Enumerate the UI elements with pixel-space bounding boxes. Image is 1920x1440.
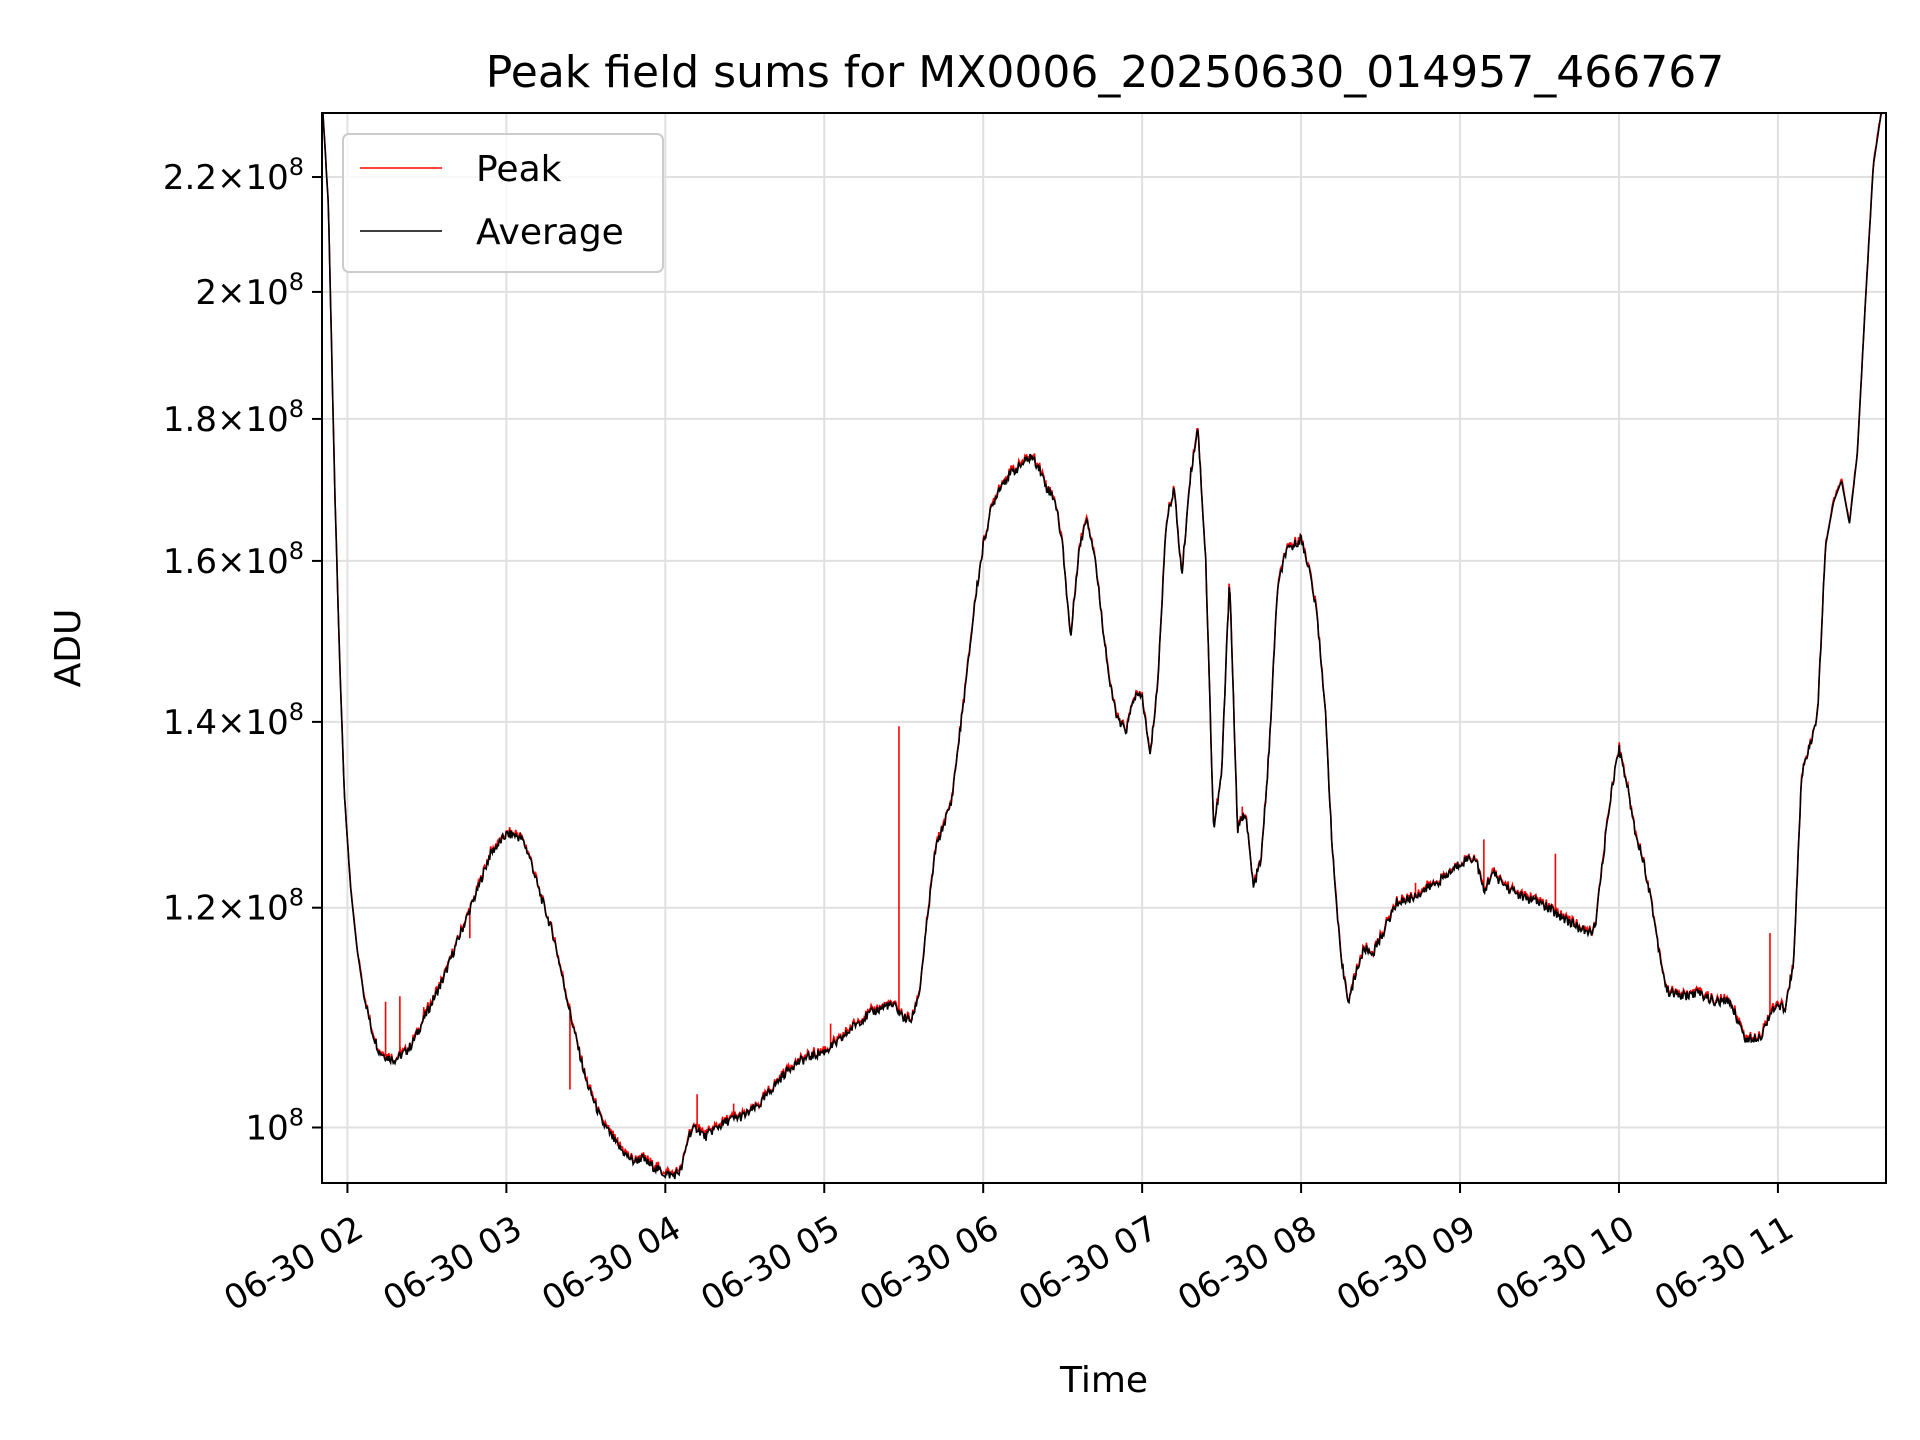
grid-layer [322, 113, 1886, 1183]
x-axis-title: Time [1059, 1360, 1148, 1401]
y-tick-label: 1.8×108 [163, 395, 304, 440]
y-tick-label: 1.4×108 [163, 698, 304, 743]
legend-label-average: Average [476, 212, 624, 253]
y-tick-label: 1.2×108 [163, 884, 304, 929]
legend: Peak Average [342, 133, 664, 273]
series-layer [322, 113, 1886, 1180]
series-line-average [322, 113, 1886, 1180]
y-tick-label: 1.6×108 [163, 537, 304, 582]
y-tick-label: 2.2×108 [163, 153, 304, 198]
plot-frame [321, 112, 1887, 1184]
chart-title: Peak field sums for MX0006_20250630_0149… [486, 47, 1724, 98]
y-tick-label: 2×108 [195, 268, 304, 313]
y-axis-title: ADU [48, 609, 89, 688]
legend-label-peak: Peak [476, 149, 562, 190]
